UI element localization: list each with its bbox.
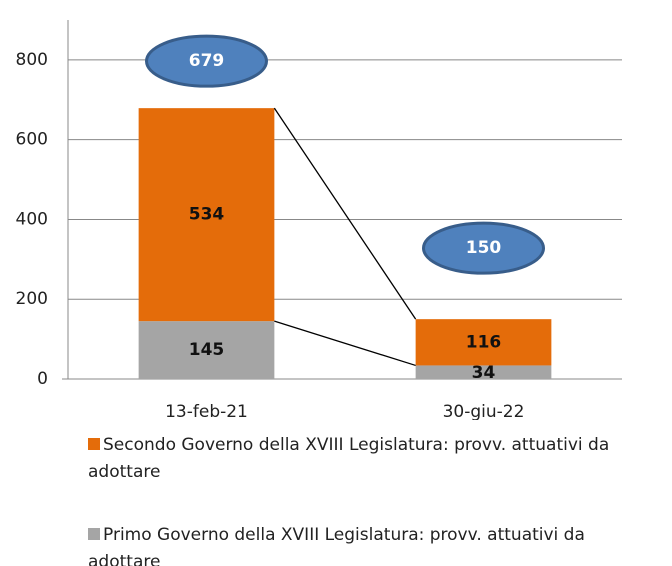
total-label: 679 (189, 51, 225, 71)
value-label: 116 (466, 332, 502, 352)
value-label: 145 (189, 340, 225, 360)
connector-line (273, 107, 417, 320)
y-tick-label: 800 (16, 50, 48, 70)
y-tick-label: 200 (16, 289, 48, 309)
connector-line (274, 320, 416, 367)
legend-swatch (88, 528, 100, 540)
y-tick-label: 400 (16, 209, 48, 229)
total-label: 150 (466, 238, 502, 258)
total-bubble (422, 221, 545, 275)
legend-swatch (88, 438, 100, 450)
x-tick-label: 13-feb-21 (165, 402, 248, 420)
bar-segment (138, 321, 275, 379)
y-tick-label: 600 (16, 130, 48, 150)
bar-segment (138, 108, 275, 322)
x-tick-label: 30-giu-22 (443, 402, 525, 420)
total-bubble (145, 34, 268, 88)
bar-segment (415, 365, 552, 379)
legend-item: Primo Governo della XVIII Legislatura: p… (88, 522, 658, 566)
value-label: 534 (189, 205, 225, 225)
legend-label: Secondo Governo della XVIII Legislatura:… (88, 435, 610, 482)
y-tick-label: 0 (37, 369, 48, 389)
legend-item: Secondo Governo della XVIII Legislatura:… (88, 432, 658, 486)
value-label: 34 (472, 363, 496, 383)
bar-segment (415, 319, 552, 366)
chart: 0 200 400 600 800 13-feb-21 145 534 30-giu-22 34 1… (16, 20, 622, 420)
legend-label: Primo Governo della XVIII Legislatura: p… (88, 525, 585, 566)
